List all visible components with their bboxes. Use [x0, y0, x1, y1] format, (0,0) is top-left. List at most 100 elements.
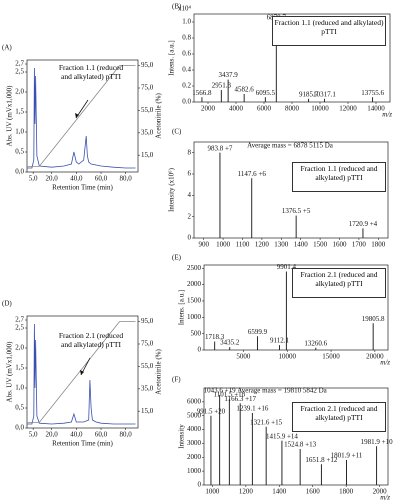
x-tick-label: 1800: [371, 241, 386, 249]
peak-label: 1524.8 +13: [284, 441, 316, 449]
peak-label: 1376.5 +5: [282, 207, 311, 215]
x-tick-label: 40,0: [70, 431, 83, 439]
y2-tick-label: 75,0: [141, 340, 154, 348]
gradient-line: [27, 65, 136, 167]
panel-label: (F): [172, 376, 181, 384]
y-tick-label: 4000: [187, 425, 202, 433]
y-tick-label: 4: [188, 191, 192, 199]
y-axis-label: Abs. UV (mVx1,000): [6, 341, 14, 403]
y-tick-label: 2: [188, 212, 192, 220]
peak-label: 1147.6 +6: [238, 170, 267, 178]
note-box: Fraction 2.1 (reduced and alkylated) pTT…: [292, 268, 386, 298]
gradient-line: [27, 321, 136, 423]
y-tick-label: 2,0: [15, 344, 24, 352]
arrow-head: [75, 113, 79, 118]
peak-label: 19805.8: [362, 315, 385, 323]
peak-label: 9901.4: [277, 263, 297, 271]
x-tick-label: 1200: [239, 488, 254, 496]
panel-label: (D): [2, 300, 12, 308]
y-tick-label: 0,0: [15, 168, 24, 176]
x-tick-label: 1000: [205, 488, 220, 496]
arrow-head: [80, 370, 84, 375]
panel-label: (B): [172, 3, 182, 11]
x-tick-label: 40,0: [70, 175, 83, 183]
x-axis-label: Retention Time (min): [52, 440, 113, 448]
y2-tick-label: 15,0: [141, 151, 154, 159]
y-tick-label: 0.0: [182, 98, 191, 106]
note-box: Fraction 1.1 (reduced and alkylated) pTT…: [272, 16, 386, 46]
panel-label: (A): [2, 44, 12, 52]
peak-label: 4582.6: [235, 86, 255, 94]
note-box: Fraction 1.1 (reduced and alkylated) pTT…: [58, 63, 124, 81]
x-tick-label: 1500: [313, 241, 328, 249]
y2-tick-label: 75,0: [141, 84, 154, 92]
x-tick-label: 1700: [352, 241, 367, 249]
peak-label: 1718.3: [205, 333, 225, 341]
y-tick-label: 1,5: [15, 108, 24, 116]
average-mass: Average mass = 19810 5842 Da: [237, 387, 327, 395]
x-tick-label: 80,0: [120, 431, 133, 439]
y-axis-label: Intens. [a.u.]: [178, 290, 186, 325]
y2-tick-label: 35,0: [141, 384, 154, 392]
y2-tick-label: 95,0: [141, 61, 154, 69]
plot-frame: [203, 264, 389, 351]
x-tick-label: 900: [198, 241, 209, 249]
x-tick-label: 8000: [285, 105, 300, 113]
y-tick-label: 2,5: [15, 324, 24, 332]
note-box: Fraction 2.1 (reduced and alkylated) pTT…: [292, 402, 386, 432]
x-axis-label: m/z: [382, 111, 392, 119]
note-box: Fraction 1.1 (reduced and alkylated) pTT…: [292, 162, 386, 192]
x-tick-label: 1600: [306, 488, 321, 496]
y2-axis-label: Acetonitrile (%): [155, 93, 163, 139]
peak-label: 1166.3 +17: [224, 395, 256, 403]
y-tick-label: 8: [188, 148, 192, 156]
x-tick-label: 15000: [322, 353, 340, 361]
plot-frame: [203, 387, 389, 486]
y2-tick-label: 15,0: [141, 407, 154, 415]
y-tick-label: 2,7: [15, 316, 24, 324]
x-tick-label: 12000: [339, 105, 357, 113]
peak-label: 1720.9 +4: [349, 220, 378, 228]
x-axis-label: Retention Time (min): [52, 184, 113, 192]
y-scale-label: x10⁴: [178, 5, 192, 13]
panel-label: (C): [172, 128, 182, 136]
y-tick-label: 1000: [187, 467, 202, 475]
x-tick-label: 1300: [274, 241, 289, 249]
y-tick-label: 1,0: [15, 128, 24, 136]
y-tick-label: 5000: [187, 411, 202, 419]
peak-label: 13755.6: [361, 89, 384, 97]
y-tick-label: 3000: [187, 439, 202, 447]
x-tick-label: 1400: [272, 488, 287, 496]
peak-label: 983.8 +7: [207, 144, 232, 152]
y-tick-label: 0: [198, 346, 202, 354]
x-tick-label: 60,0: [95, 175, 108, 183]
y-tick-label: 2500: [187, 264, 202, 272]
y-tick-label: 0,5: [15, 148, 24, 156]
peak-label: 2951.3: [212, 82, 232, 90]
plot-frame: [26, 315, 139, 429]
x-tick-label: 2000: [201, 105, 216, 113]
note: Fraction 1.1 (reduced and alkylated) pTT…: [58, 63, 124, 81]
y-tick-label: 6000: [187, 397, 202, 405]
y-tick-label: 2,7: [15, 60, 24, 68]
x-tick-label: 6000: [257, 105, 272, 113]
y-tick-label: 2000: [187, 280, 202, 288]
y-tick-label: 2,0: [15, 88, 24, 96]
y-tick-label: 500: [191, 329, 202, 337]
peak-label: 6599.9: [248, 328, 268, 336]
peak-label: 6095.5: [256, 89, 276, 97]
y-tick-label: 2,5: [15, 68, 24, 76]
peak-label: 1415.9 +14: [266, 432, 298, 440]
x-tick-label: 14000: [367, 105, 385, 113]
y-tick-label: 0,5: [15, 404, 24, 412]
y-tick-label: 1000: [187, 313, 202, 321]
y-tick-label: 0.2: [182, 82, 191, 90]
y-axis-label: Abs. UV (mVx1,000): [6, 85, 14, 147]
x-tick-label: 1000: [216, 241, 231, 249]
peak-label: 1321.6 +15: [250, 418, 282, 426]
x-tick-label: 1400: [294, 241, 309, 249]
peak-label: 1651.8 +12: [305, 456, 337, 464]
peak-label: 1101.5 +18: [213, 391, 245, 399]
y2-tick-label: 55,0: [141, 362, 154, 370]
